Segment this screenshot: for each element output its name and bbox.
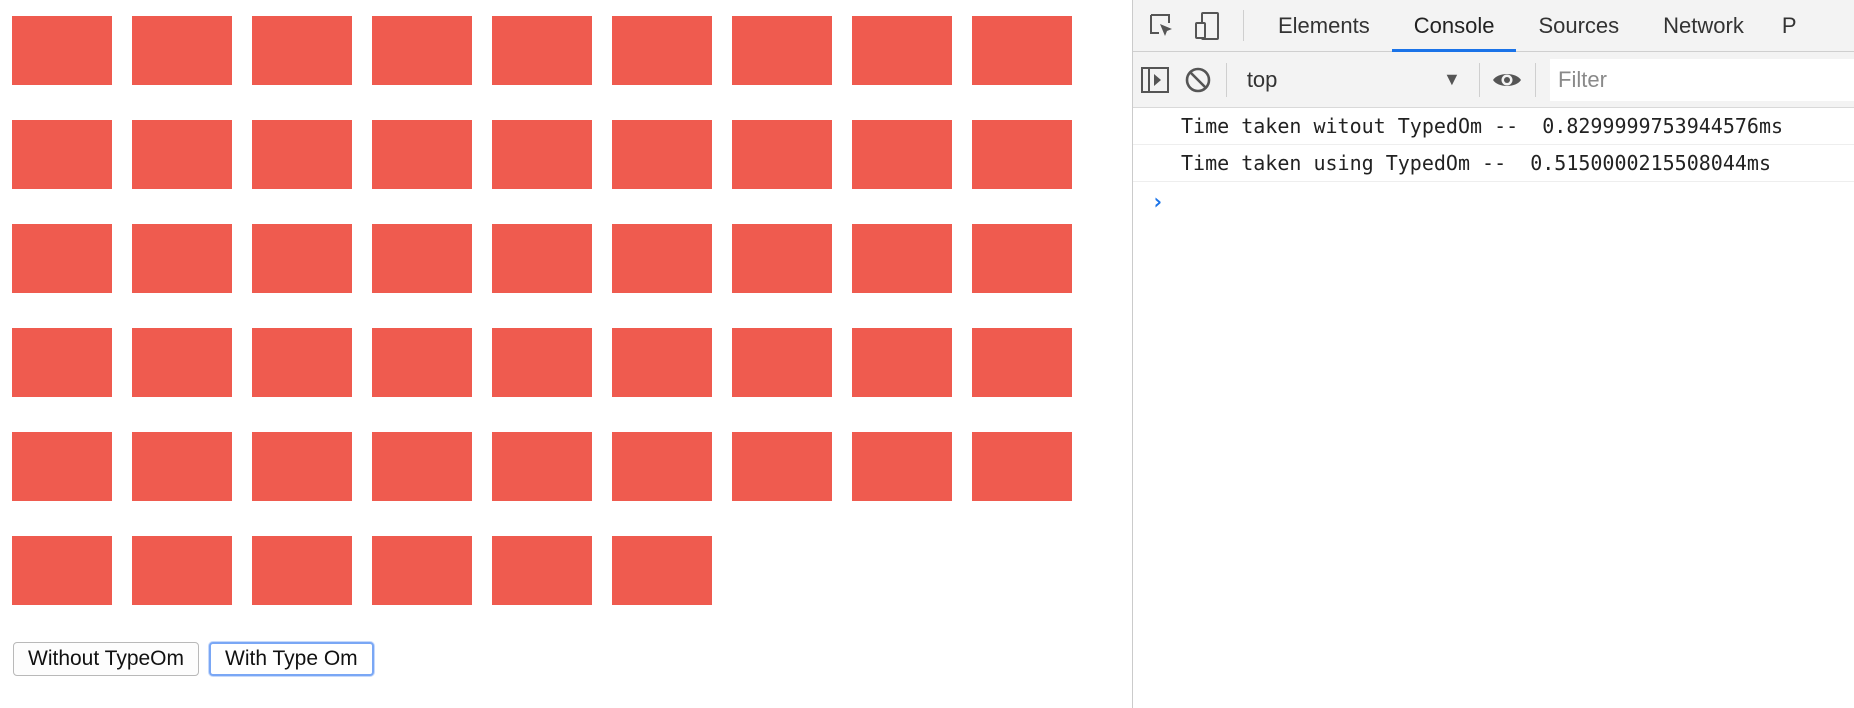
console-toolbar-divider — [1225, 62, 1227, 97]
red-box — [732, 432, 832, 501]
red-box — [12, 224, 112, 293]
devtools-toolbar: Elements Console Sources Network P — [1133, 0, 1854, 52]
red-box — [972, 120, 1072, 189]
red-box — [852, 120, 952, 189]
red-box — [132, 328, 232, 397]
red-box — [252, 536, 352, 605]
with-typeom-button[interactable]: With Type Om — [209, 642, 374, 676]
red-box — [372, 536, 472, 605]
red-box — [492, 120, 592, 189]
red-box — [492, 536, 592, 605]
red-box — [612, 16, 712, 85]
red-box — [252, 120, 352, 189]
tab-console[interactable]: Console — [1391, 0, 1517, 52]
red-box — [252, 224, 352, 293]
box-grid — [12, 16, 1112, 605]
red-box — [852, 16, 952, 85]
red-box — [972, 328, 1072, 397]
red-box — [372, 328, 472, 397]
red-box — [612, 328, 712, 397]
red-box — [252, 328, 352, 397]
red-box — [132, 432, 232, 501]
red-box — [12, 432, 112, 501]
red-box — [972, 432, 1072, 501]
red-box — [732, 224, 832, 293]
clear-console-icon[interactable] — [1176, 66, 1219, 94]
red-box — [492, 432, 592, 501]
console-toolbar: top ▼ — [1133, 52, 1854, 108]
prompt-chevron-icon: › — [1151, 189, 1165, 215]
inspect-element-icon[interactable] — [1139, 0, 1185, 51]
red-box — [12, 328, 112, 397]
red-box — [132, 16, 232, 85]
red-box — [852, 328, 952, 397]
toolbar-divider — [1243, 10, 1244, 41]
red-box — [492, 16, 592, 85]
sidebar-toggle-icon[interactable] — [1133, 66, 1176, 94]
red-box — [732, 120, 832, 189]
red-box — [132, 536, 232, 605]
console-message: Time taken witout TypedOm -- 0.829999975… — [1133, 108, 1854, 145]
red-box — [612, 536, 712, 605]
console-prompt[interactable]: › — [1133, 182, 1854, 222]
red-box — [372, 432, 472, 501]
button-row: Without TypeOm With Type Om — [13, 642, 374, 676]
red-box — [972, 16, 1072, 85]
red-box — [132, 120, 232, 189]
tab-sources[interactable]: Sources — [1538, 12, 1620, 38]
live-expression-eye-icon[interactable] — [1486, 68, 1529, 92]
red-box — [852, 432, 952, 501]
red-box — [612, 120, 712, 189]
device-toolbar-icon[interactable] — [1185, 0, 1231, 51]
red-box — [372, 224, 472, 293]
console-message: Time taken using TypedOm -- 0.5150000215… — [1133, 145, 1854, 182]
red-box — [732, 16, 832, 85]
red-box — [372, 16, 472, 85]
red-box — [252, 16, 352, 85]
console-toolbar-divider — [1478, 62, 1480, 97]
web-page: Without TypeOm With Type Om — [12, 16, 1112, 676]
red-box — [612, 432, 712, 501]
tab-elements[interactable]: Elements — [1278, 12, 1370, 38]
without-typeom-button[interactable]: Without TypeOm — [13, 642, 200, 676]
tab-performance[interactable]: P — [1781, 12, 1797, 38]
red-box — [252, 432, 352, 501]
context-label: top — [1246, 66, 1278, 92]
dropdown-arrow-icon: ▼ — [1443, 69, 1461, 89]
red-box — [12, 120, 112, 189]
red-box — [492, 224, 592, 293]
tab-network[interactable]: Network — [1663, 12, 1744, 38]
console-toolbar-divider — [1535, 62, 1537, 97]
console-log: Time taken witout TypedOm -- 0.829999975… — [1133, 108, 1854, 222]
red-box — [852, 224, 952, 293]
context-selector[interactable]: top ▼ — [1233, 67, 1473, 93]
red-box — [132, 224, 232, 293]
red-box — [372, 120, 472, 189]
red-box — [12, 16, 112, 85]
red-box — [612, 224, 712, 293]
devtools-panel: Elements Console Sources Network P top ▼ — [1132, 0, 1854, 708]
red-box — [12, 536, 112, 605]
red-box — [732, 328, 832, 397]
red-box — [972, 224, 1072, 293]
red-box — [492, 328, 592, 397]
console-filter-input[interactable] — [1550, 58, 1854, 101]
